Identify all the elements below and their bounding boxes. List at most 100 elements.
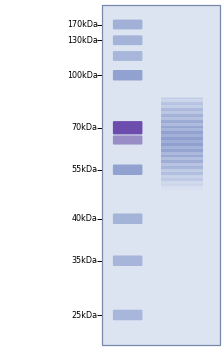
Bar	[161, 101, 203, 102]
Bar	[161, 111, 203, 112]
Bar	[161, 103, 203, 104]
Bar	[161, 150, 203, 152]
FancyBboxPatch shape	[113, 135, 143, 145]
Text: 100kDa: 100kDa	[67, 71, 98, 80]
Bar	[161, 198, 203, 199]
Bar	[161, 121, 203, 122]
Bar	[161, 109, 203, 111]
Bar	[161, 199, 203, 200]
Bar	[161, 105, 203, 106]
Bar	[161, 147, 203, 148]
Bar	[161, 160, 203, 161]
Bar	[161, 196, 203, 198]
Bar	[161, 144, 203, 146]
Bar	[161, 142, 203, 143]
Bar	[161, 161, 203, 162]
Bar	[161, 188, 203, 189]
Bar	[161, 170, 203, 171]
Bar	[161, 176, 203, 177]
Bar	[161, 193, 203, 194]
Bar	[161, 178, 203, 180]
Bar	[161, 108, 203, 110]
Bar	[161, 124, 203, 125]
FancyBboxPatch shape	[113, 20, 143, 29]
Text: 130kDa: 130kDa	[67, 36, 98, 45]
Bar	[161, 175, 203, 176]
FancyBboxPatch shape	[113, 70, 143, 80]
Bar	[161, 190, 203, 191]
Bar	[161, 130, 203, 131]
Bar	[161, 125, 203, 126]
Bar	[161, 167, 203, 168]
Bar	[161, 134, 203, 135]
Bar	[161, 117, 203, 118]
FancyBboxPatch shape	[113, 256, 143, 266]
Bar	[161, 164, 203, 165]
Bar	[161, 100, 203, 101]
Bar	[161, 195, 203, 196]
Bar	[161, 191, 203, 193]
Bar	[161, 120, 203, 122]
Bar	[161, 184, 203, 186]
Bar	[161, 144, 203, 145]
FancyBboxPatch shape	[113, 214, 143, 224]
Bar	[161, 167, 203, 169]
Bar	[161, 135, 203, 136]
Bar	[161, 129, 203, 130]
Bar	[161, 179, 203, 181]
Bar	[161, 194, 203, 195]
Bar	[161, 138, 203, 140]
Bar	[161, 169, 203, 170]
Bar	[161, 110, 203, 111]
Bar	[161, 113, 203, 115]
Bar	[102, 5, 220, 345]
Bar	[161, 186, 203, 187]
Bar	[161, 113, 203, 114]
Bar	[161, 165, 203, 166]
Bar	[161, 142, 203, 144]
FancyBboxPatch shape	[113, 310, 143, 320]
Bar	[161, 102, 203, 103]
Bar	[161, 177, 203, 179]
Bar	[161, 148, 203, 150]
Bar	[161, 181, 203, 182]
Bar	[161, 174, 203, 175]
Bar	[161, 140, 203, 141]
Bar	[161, 103, 203, 105]
Bar	[161, 141, 203, 142]
Bar	[161, 153, 203, 154]
FancyBboxPatch shape	[113, 51, 143, 61]
Bar	[161, 189, 203, 191]
FancyBboxPatch shape	[113, 121, 143, 134]
Bar	[161, 173, 203, 175]
Bar	[161, 163, 203, 164]
Bar	[161, 132, 203, 134]
Bar	[161, 149, 203, 150]
Bar	[161, 187, 203, 188]
Bar	[161, 151, 203, 152]
Bar	[161, 107, 203, 109]
Bar	[161, 183, 203, 184]
Bar	[161, 148, 203, 149]
Bar	[161, 197, 203, 198]
Text: 25kDa: 25kDa	[71, 310, 98, 320]
Bar	[161, 99, 203, 100]
Text: 70kDa: 70kDa	[72, 123, 98, 132]
Text: 170kDa: 170kDa	[67, 20, 98, 29]
Bar	[161, 116, 203, 117]
Bar	[161, 195, 203, 197]
Bar	[161, 106, 203, 107]
Bar	[102, 5, 220, 345]
FancyBboxPatch shape	[113, 35, 143, 45]
Bar	[161, 162, 203, 163]
Bar	[161, 136, 203, 138]
Text: 35kDa: 35kDa	[72, 256, 98, 265]
Bar	[161, 97, 203, 99]
Bar	[161, 155, 203, 157]
Bar	[161, 132, 203, 133]
Bar	[161, 122, 203, 123]
Bar	[161, 154, 203, 156]
Bar	[161, 146, 203, 147]
Bar	[161, 145, 203, 146]
Bar	[161, 138, 203, 139]
